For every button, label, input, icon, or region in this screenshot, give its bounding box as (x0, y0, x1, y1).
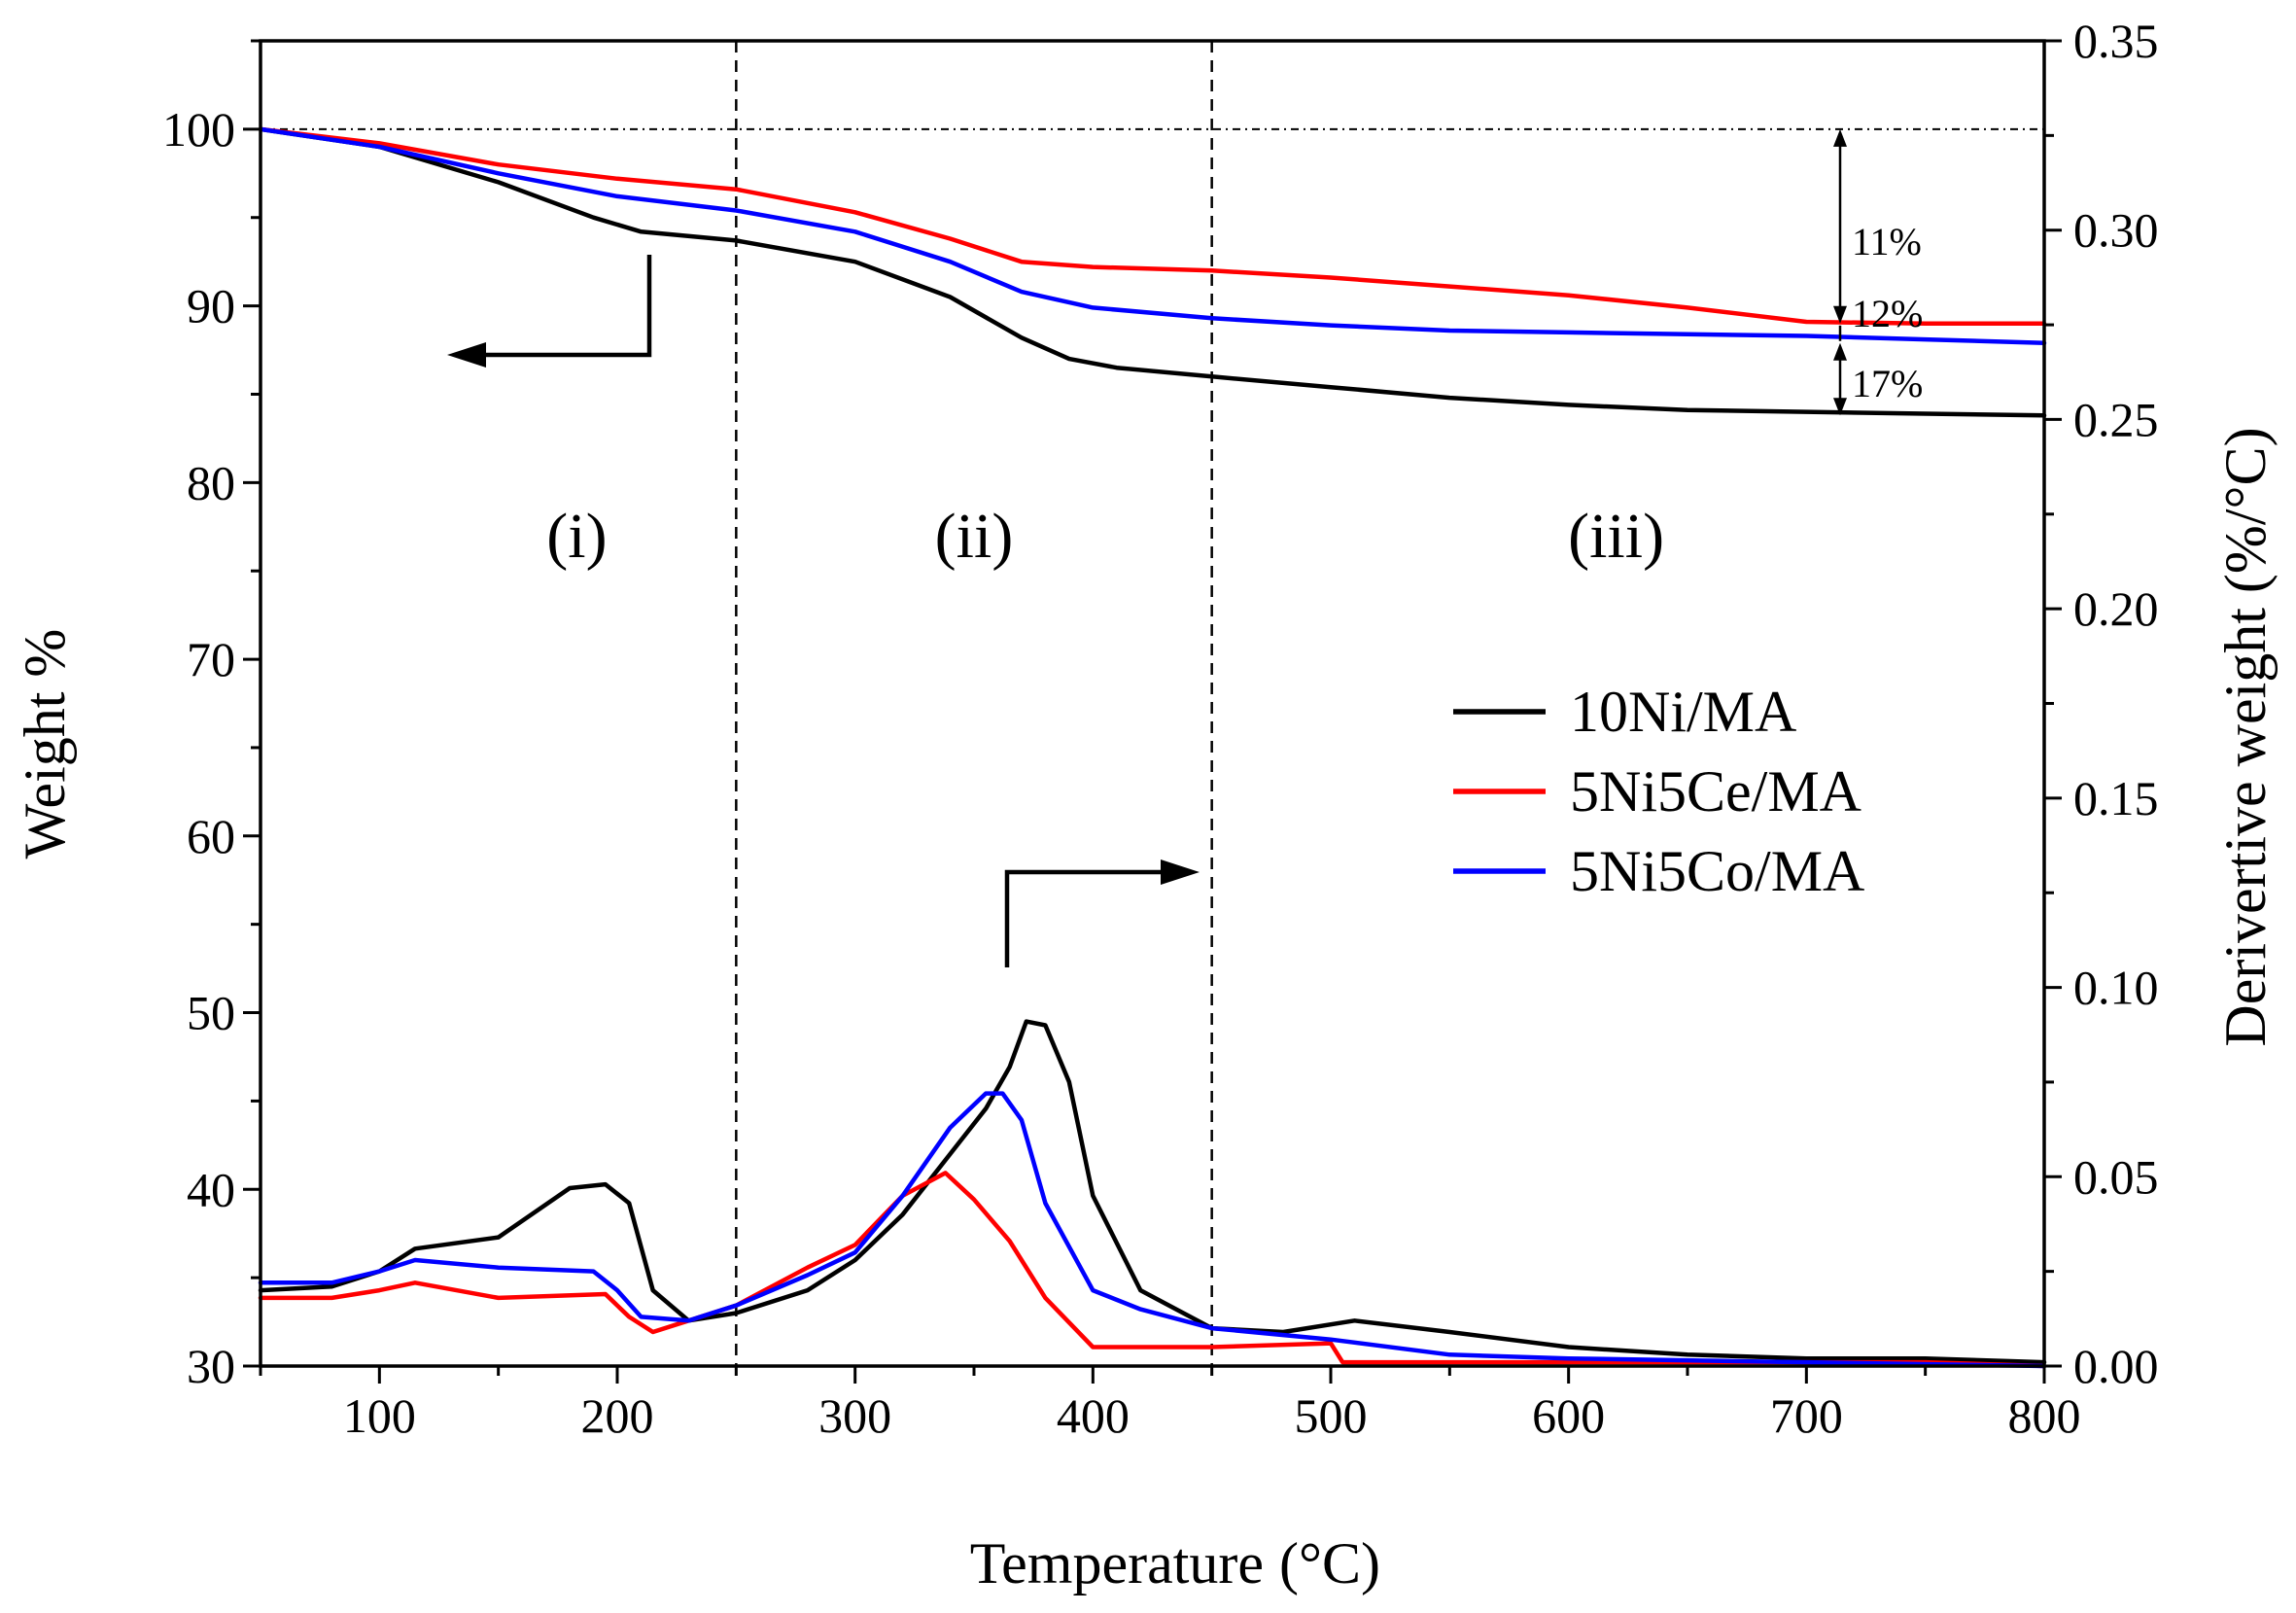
decoration-layer (261, 41, 2044, 1366)
series-line-tg-5ni5ce-ma (258, 126, 2047, 327)
left-axis-arrow (471, 255, 652, 358)
y-left-tick-label: 70 (187, 632, 235, 686)
y-right-tick-label: 0.25 (2073, 392, 2159, 446)
left-axis-arrowhead (447, 342, 486, 368)
y-left-tick-label: 60 (187, 809, 235, 863)
y-left-tick-label: 80 (187, 455, 235, 509)
y-right-tick-label: 0.05 (2073, 1149, 2159, 1204)
legend-label: 10Ni/MA (1570, 680, 1796, 744)
weight-loss-arrow-1-head-down (1833, 305, 1847, 324)
x-tick-label: 700 (1770, 1388, 1843, 1443)
right-axis-arrow (1004, 869, 1166, 967)
x-axis-unit: (°C) (1279, 1531, 1380, 1595)
x-axis-title: Temperature (970, 1531, 1264, 1595)
region-label: (iii) (1568, 501, 1664, 572)
series-line-tg-10ni-ma (258, 126, 2047, 418)
ticks-layer: 100 200 300 400 500 600 700 800 30 40 50 60 70 80 90 10… (162, 14, 2159, 1443)
legend-label: 5Ni5Ce/MA (1570, 759, 1861, 824)
y-right-tick-label: 0.10 (2073, 961, 2159, 1015)
y-right-tick-label: 0.15 (2073, 771, 2159, 825)
y-left-tick-label: 40 (187, 1162, 235, 1216)
right-axis-arrowhead (1161, 859, 1200, 885)
weight-loss-arrow-1-head-up (1833, 128, 1847, 147)
y-right-tick-label: 0.00 (2073, 1339, 2159, 1393)
y-axis-right-title: Derivertive weight (%/°C) (2213, 427, 2278, 1046)
x-tick-label: 300 (818, 1388, 891, 1443)
weight-loss-label: 17% (1852, 362, 1923, 405)
region-label: (ii) (935, 501, 1014, 572)
series-line-dtg-10ni-ma (258, 1019, 2047, 1365)
labels-layer: Temperature (°C) Weight % Derivertive we… (13, 427, 2278, 1595)
weight-loss-arrow-3-head-down (1833, 398, 1847, 416)
region-label: (i) (546, 501, 607, 572)
weight-loss-arrow-3-head-up (1833, 342, 1847, 361)
legend: 10Ni/MA 5Ni5Ce/MA 5Ni5Co/MA (1453, 680, 1864, 903)
x-tick-label: 600 (1532, 1388, 1605, 1443)
y-right-tick-label: 0.35 (2073, 14, 2159, 68)
y-left-tick-label: 50 (187, 986, 235, 1040)
x-tick-label: 500 (1295, 1388, 1368, 1443)
series-layer (258, 126, 2047, 1369)
y-left-tick-label: 100 (162, 102, 235, 157)
series-line-dtg-5ni5co-ma (258, 1091, 2047, 1369)
weight-loss-label: 11% (1852, 220, 1922, 263)
x-tick-label: 200 (581, 1388, 654, 1443)
y-right-tick-label: 0.30 (2073, 203, 2159, 258)
x-tick-label: 400 (1057, 1388, 1130, 1443)
y-left-tick-label: 90 (187, 279, 235, 333)
series-line-tg-5ni5co-ma (258, 126, 2047, 346)
legend-label: 5Ni5Co/MA (1570, 839, 1864, 903)
y-right-tick-label: 0.20 (2073, 581, 2159, 636)
weight-loss-label: 12% (1852, 292, 1923, 335)
x-tick-label: 800 (2008, 1388, 2081, 1443)
annotation-layer: (i) (ii) (iii) 11% 12% 17% (447, 128, 1923, 967)
y-left-tick-label: 30 (187, 1339, 235, 1393)
x-tick-label: 100 (343, 1388, 416, 1443)
y-axis-left-title: Weight % (13, 629, 77, 859)
